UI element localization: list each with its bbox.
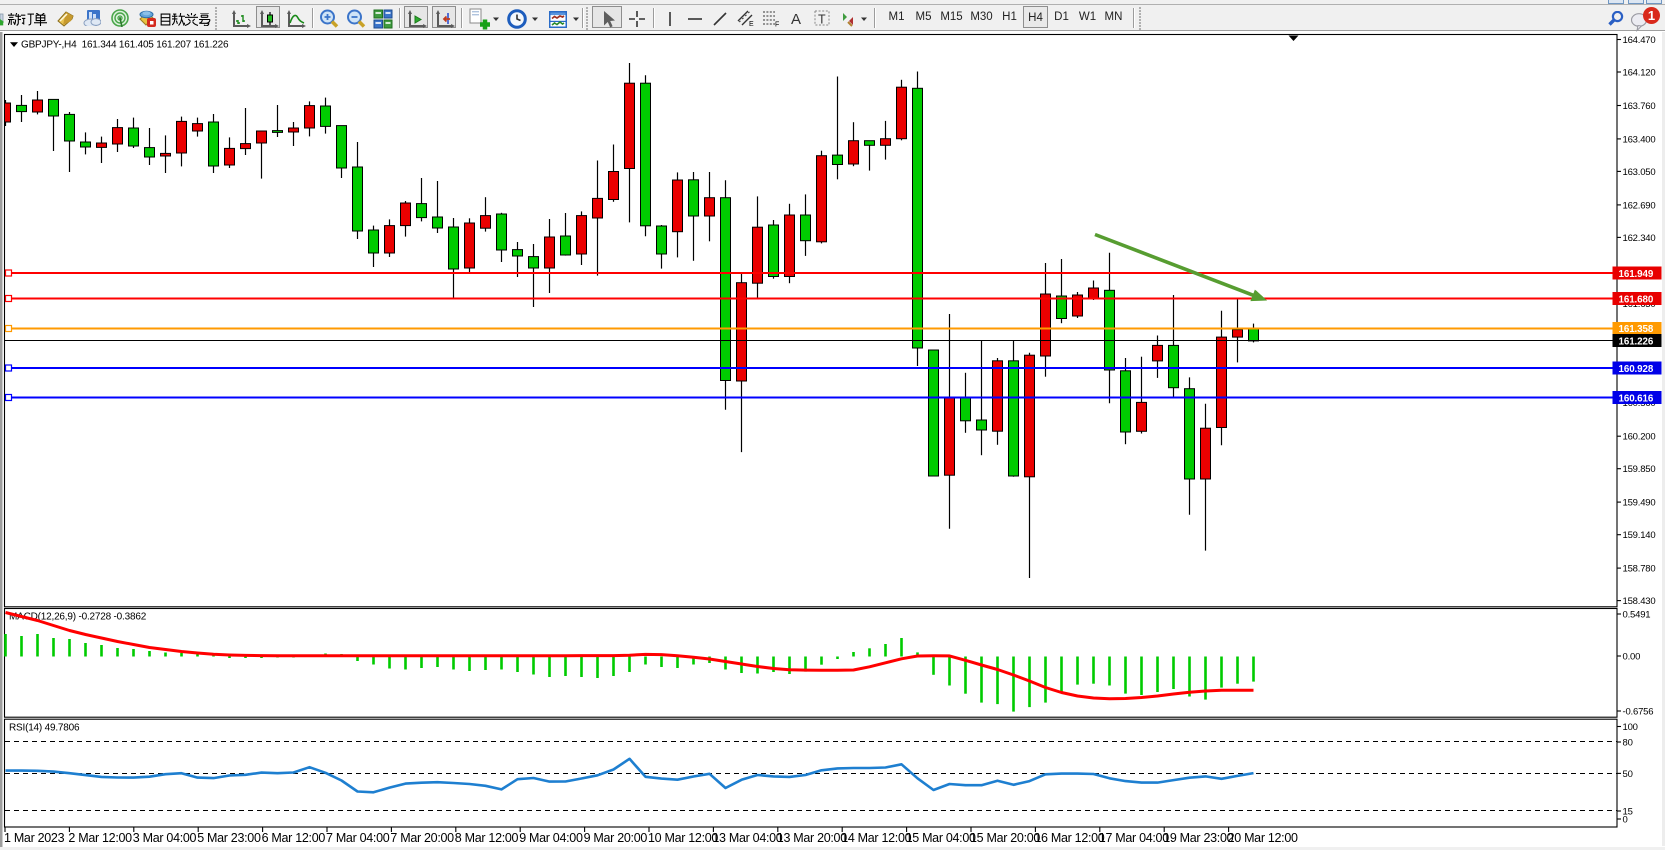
svg-text:163.400: 163.400 [1623, 134, 1656, 145]
svg-text:20 Mar 12:00: 20 Mar 12:00 [1228, 831, 1298, 845]
svg-text:16 Mar 12:00: 16 Mar 12:00 [1034, 831, 1104, 845]
svg-text:164.470: 164.470 [1623, 35, 1656, 46]
svg-text:1 Mar 2023: 1 Mar 2023 [4, 831, 65, 845]
svg-text:10 Mar 12:00: 10 Mar 12:00 [648, 831, 718, 845]
svg-text:80: 80 [1623, 738, 1633, 749]
svg-text:50: 50 [1623, 769, 1633, 780]
svg-text:A: A [791, 11, 801, 27]
svg-text:3 Mar 04:00: 3 Mar 04:00 [133, 831, 197, 845]
svg-text:GBPJPY-,H4 161.344 161.405 16: GBPJPY-,H4 161.344 161.405 161.207 161.2… [21, 40, 229, 51]
svg-text:15 Mar 20:00: 15 Mar 20:00 [970, 831, 1040, 845]
svg-text:162.340: 162.340 [1623, 233, 1656, 244]
svg-text:RSI(14) 49.7806: RSI(14) 49.7806 [9, 723, 80, 734]
svg-text:164.120: 164.120 [1623, 68, 1656, 79]
svg-text:159.850: 159.850 [1623, 464, 1656, 475]
svg-text:158.780: 158.780 [1623, 564, 1656, 575]
svg-text:F: F [775, 22, 779, 29]
svg-text:19 Mar 23:00: 19 Mar 23:00 [1163, 831, 1233, 845]
svg-text:13 Mar 20:00: 13 Mar 20:00 [777, 831, 847, 845]
svg-text:T: T [818, 13, 826, 27]
svg-text:5 Mar 23:00: 5 Mar 23:00 [197, 831, 261, 845]
svg-text:163.050: 163.050 [1623, 167, 1656, 178]
svg-text:6 Mar 12:00: 6 Mar 12:00 [262, 831, 326, 845]
svg-text:160.928: 160.928 [1619, 364, 1654, 375]
svg-text:158.430: 158.430 [1623, 596, 1656, 607]
svg-text:2 Mar 12:00: 2 Mar 12:00 [68, 831, 132, 845]
svg-text:7 Mar 20:00: 7 Mar 20:00 [390, 831, 454, 845]
svg-text:100: 100 [1623, 722, 1638, 733]
svg-text:161.680: 161.680 [1619, 294, 1654, 305]
svg-text:0: 0 [1623, 815, 1628, 826]
svg-text:159.490: 159.490 [1623, 498, 1656, 509]
svg-text:MACD(12,26,9) -0.2728 -0.3862: MACD(12,26,9) -0.2728 -0.3862 [9, 612, 147, 623]
svg-text:0.5491: 0.5491 [1623, 610, 1651, 621]
svg-text:E: E [749, 21, 754, 28]
svg-text:14 Mar 12:00: 14 Mar 12:00 [841, 831, 911, 845]
svg-text:8 Mar 12:00: 8 Mar 12:00 [455, 831, 519, 845]
svg-text:9 Mar 04:00: 9 Mar 04:00 [519, 831, 583, 845]
svg-text:161.949: 161.949 [1619, 269, 1654, 280]
svg-text:7 Mar 04:00: 7 Mar 04:00 [326, 831, 390, 845]
svg-text:160.616: 160.616 [1619, 393, 1654, 404]
svg-text:0.00: 0.00 [1623, 652, 1641, 663]
svg-text:162.690: 162.690 [1623, 200, 1656, 211]
svg-text:13 Mar 04:00: 13 Mar 04:00 [712, 831, 782, 845]
svg-text:17 Mar 04:00: 17 Mar 04:00 [1099, 831, 1169, 845]
svg-text:160.200: 160.200 [1623, 432, 1656, 443]
svg-text:-0.6756: -0.6756 [1623, 707, 1654, 718]
svg-text:161.226: 161.226 [1619, 336, 1654, 347]
svg-text:161.358: 161.358 [1619, 324, 1654, 335]
svg-text:159.140: 159.140 [1623, 530, 1656, 541]
svg-text:9 Mar 20:00: 9 Mar 20:00 [584, 831, 648, 845]
svg-text:163.760: 163.760 [1623, 101, 1656, 112]
svg-text:15: 15 [1623, 807, 1633, 818]
svg-text:15 Mar 04:00: 15 Mar 04:00 [906, 831, 976, 845]
